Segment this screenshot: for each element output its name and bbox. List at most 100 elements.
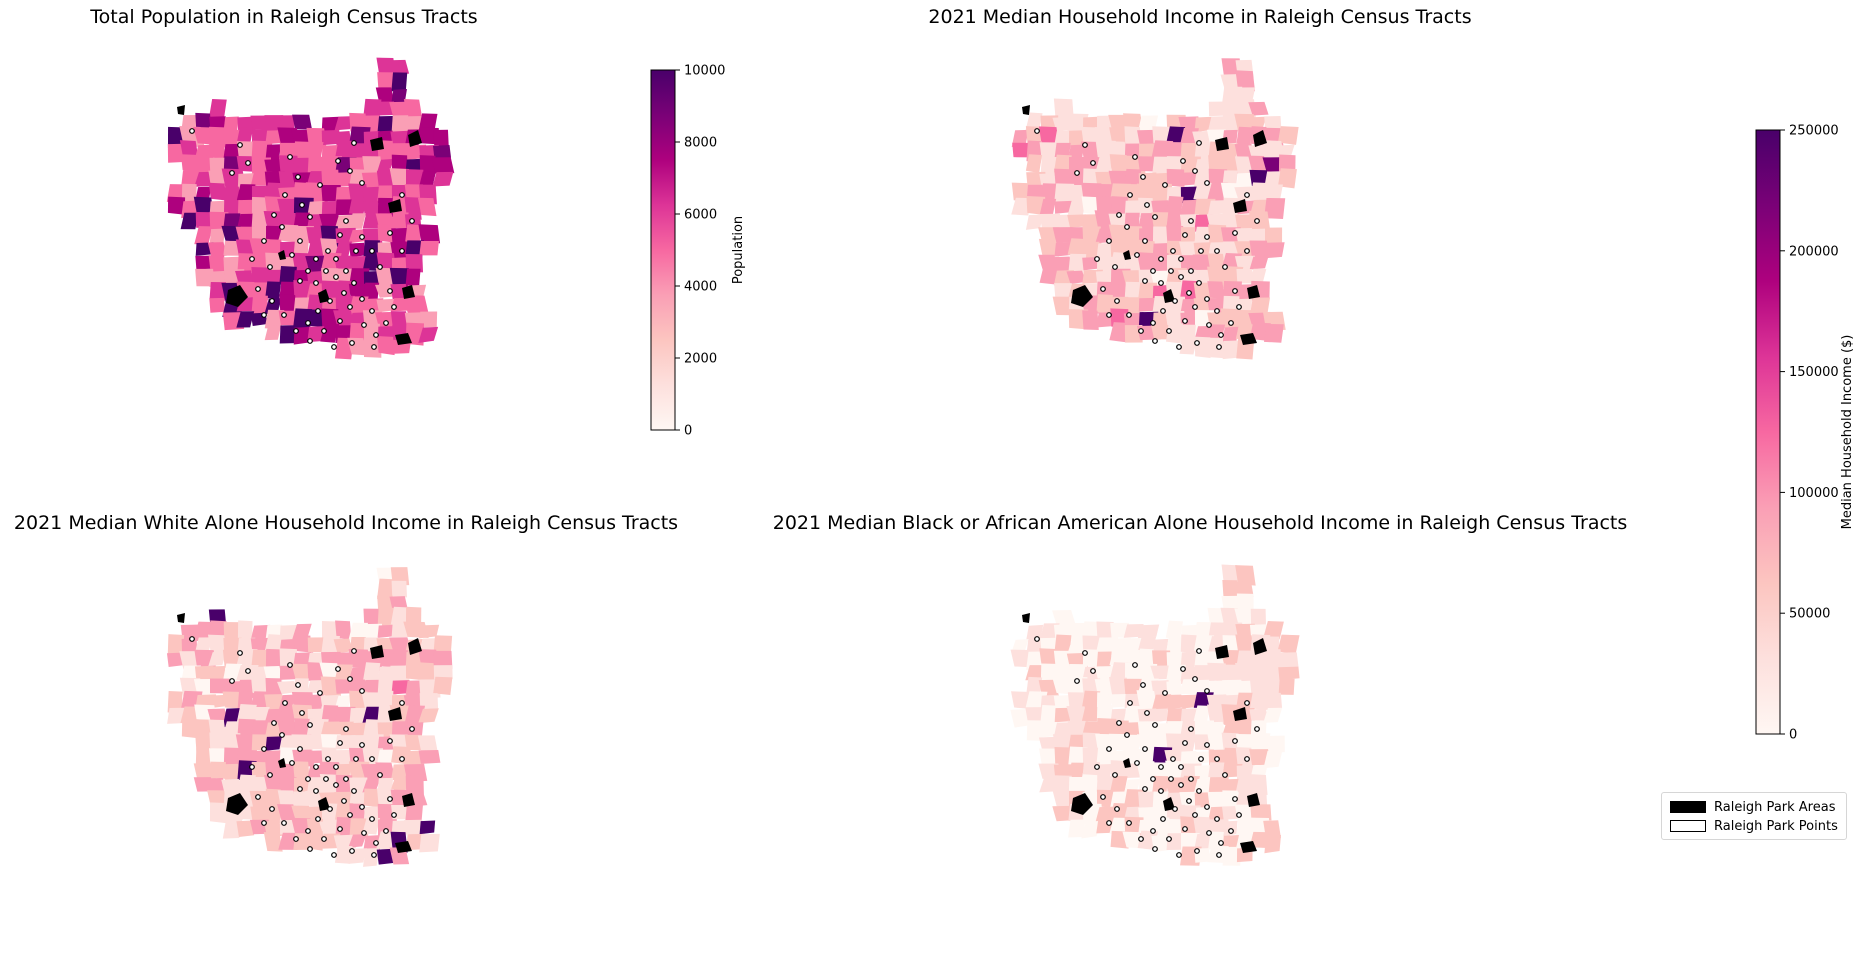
- white-income-map-park-point: [351, 788, 357, 794]
- black-income-map-tract: [1277, 634, 1300, 654]
- population-map-park-point: [337, 232, 343, 238]
- income-colorbar-tick-label: 250000: [1789, 124, 1839, 139]
- black-income-map-tract: [1040, 705, 1057, 726]
- white-income-map-tract: [209, 620, 227, 639]
- median-income-map-park-point: [1204, 180, 1210, 186]
- black-income-map-park-point: [1192, 676, 1198, 682]
- population-map-tract: [251, 210, 267, 231]
- black-income-map-tract: [1011, 639, 1029, 653]
- population-map-park-point: [321, 328, 327, 334]
- population-map-park-point: [279, 224, 285, 230]
- population-map-tract: [390, 311, 408, 328]
- black-income-map-park-point: [1236, 812, 1242, 818]
- black-income-map-tract: [1250, 804, 1272, 821]
- population-colorbar-tick-label: 4000: [684, 280, 717, 295]
- median-income-map-park-area: [1253, 130, 1267, 147]
- population-map-tract: [195, 268, 215, 287]
- white-income-map-tract: [181, 718, 199, 739]
- median-income-map-tract: [1124, 297, 1141, 316]
- white-income-map-tract: [236, 820, 255, 838]
- population-map-tract: [377, 72, 396, 92]
- white-income-map-park-point: [325, 756, 331, 762]
- white-income-map-park-point: [361, 830, 367, 836]
- population-map-tract: [195, 212, 214, 229]
- white-income-map-park-area: [278, 758, 286, 768]
- population-map-tract: [208, 141, 226, 159]
- black-income-map-tract: [1081, 690, 1101, 710]
- population-map-park-point: [343, 268, 349, 274]
- black-income-map-park-point: [1168, 776, 1174, 782]
- population-map-park-point: [315, 308, 321, 314]
- white-income-map-tract: [348, 747, 367, 766]
- population-map-park-point: [347, 304, 353, 310]
- population-colorbar-tick-label: 10000: [684, 64, 725, 79]
- population-map-tract: [418, 224, 441, 244]
- map-population: [166, 57, 455, 360]
- black-income-map-park-point: [1150, 828, 1156, 834]
- white-income-map-park-point: [409, 726, 415, 732]
- black-income-map-tract: [1264, 735, 1285, 753]
- median-income-map-park-point: [1112, 264, 1118, 270]
- population-map-park-point: [341, 290, 347, 296]
- population-colorbar-tick-label: 0: [684, 424, 692, 439]
- white-income-map-tract: [334, 652, 354, 667]
- white-income-map-tract: [307, 830, 323, 851]
- median-income-map-tract: [1124, 126, 1141, 149]
- black-income-map-park-point: [1178, 764, 1184, 770]
- population-map-tract: [209, 297, 226, 313]
- white-income-map-park-point: [359, 742, 365, 748]
- black-income-map-park-point: [1216, 852, 1222, 858]
- population-map-park-point: [255, 286, 261, 292]
- white-income-map-tract: [264, 694, 285, 712]
- population-map-tract: [223, 213, 241, 230]
- income-colorbar-tick-label: 200000: [1789, 244, 1839, 259]
- population-map-park-point: [337, 318, 343, 324]
- black-income-map-park-point: [1152, 722, 1158, 728]
- population-map-tract: [293, 157, 310, 176]
- black-income-map-tract: [1263, 707, 1283, 723]
- median-income-map-tract: [1039, 198, 1057, 216]
- median-income-map-park-point: [1206, 322, 1212, 328]
- white-income-map-park-point: [369, 756, 375, 762]
- white-income-map-tract: [419, 693, 439, 709]
- population-map-tract: [293, 141, 312, 163]
- median-income-map-tract: [1207, 253, 1226, 271]
- white-income-map-park-point: [337, 740, 343, 746]
- black-income-map-park-point: [1182, 740, 1188, 746]
- black-income-map-park-point: [1114, 806, 1120, 812]
- population-map-park-point: [333, 256, 339, 262]
- median-income-map-park-point: [1228, 320, 1234, 326]
- population-map-tract: [405, 253, 424, 273]
- population-map-park-point: [391, 304, 397, 310]
- white-income-map-tract: [390, 606, 410, 627]
- population-colorbar-tick-label: 8000: [684, 136, 717, 151]
- black-income-map-park-point: [1182, 826, 1188, 832]
- black-income-map-park-point: [1188, 726, 1194, 732]
- black-income-map-tract: [1052, 805, 1074, 822]
- median-income-map-tract: [1054, 283, 1074, 302]
- median-income-map-tract: [1138, 282, 1158, 299]
- map-legend: Raleigh Park Areas Raleigh Park Points: [1661, 792, 1847, 840]
- median-income-map-tract: [1052, 296, 1074, 316]
- population-map-park-point: [245, 160, 251, 166]
- white-income-map-park-point: [369, 816, 375, 822]
- white-income-map-tract: [376, 788, 396, 808]
- median-income-map-park-point: [1232, 230, 1238, 236]
- white-income-map-park-point: [313, 788, 319, 794]
- median-income-map-park-point: [1178, 274, 1184, 280]
- median-income-map-park-point: [1142, 278, 1148, 284]
- white-income-map-park-point: [299, 710, 305, 716]
- white-income-map-park-area: [370, 645, 384, 659]
- white-income-map-tract: [362, 848, 380, 867]
- black-income-map-tract: [1096, 651, 1112, 671]
- white-income-map-tract: [222, 763, 241, 781]
- median-income-map-park-point: [1168, 268, 1174, 274]
- population-map-tract: [236, 127, 254, 145]
- median-income-map-park-area: [1233, 199, 1247, 213]
- black-income-map-park-point: [1082, 650, 1088, 656]
- median-income-map-park-point: [1218, 332, 1224, 338]
- black-income-map-park-point: [1142, 746, 1148, 752]
- median-income-map-park-point: [1194, 340, 1200, 346]
- population-map-tract: [431, 157, 455, 174]
- black-income-map-tract: [1040, 721, 1058, 738]
